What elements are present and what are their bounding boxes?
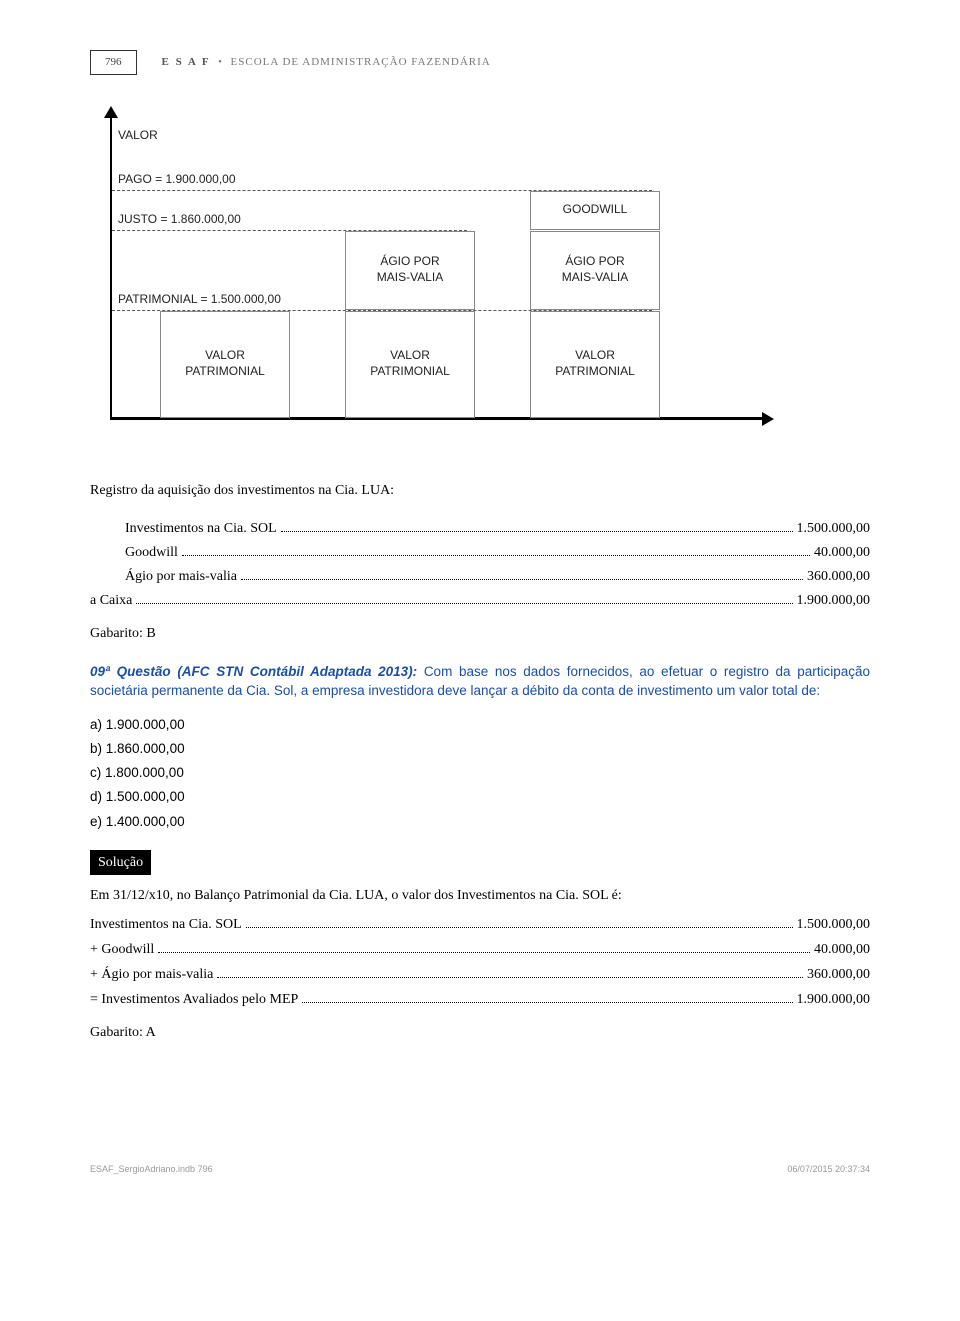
page-number-box: 796 [90, 50, 137, 75]
leader-dots [302, 1002, 792, 1003]
registro-row: Goodwill 40.000,00 [125, 542, 870, 563]
registro-caixa-row: a Caixa 1.900.000,00 [90, 590, 870, 611]
value-diagram: VALOR PAGO = 1.900.000,00 JUSTO = 1.860.… [90, 110, 770, 445]
row-label: Investimentos na Cia. SOL [125, 518, 277, 539]
options-list: a) 1.900.000,00 b) 1.860.000,00 c) 1.800… [90, 715, 870, 832]
leader-dots [281, 531, 793, 532]
solution-row: + Ágio por mais-valia 360.000,00 [90, 964, 870, 985]
header-subtitle: ESCOLA DE ADMINISTRAÇÃO FAZENDÁRIA [231, 56, 491, 68]
solution-row: Investimentos na Cia. SOL 1.500.000,00 [90, 914, 870, 935]
row-label: = Investimentos Avaliados pelo MEP [90, 989, 298, 1010]
question-title: 09ª Questão (AFC STN Contábil Adaptada 2… [90, 664, 417, 679]
label-pago: PAGO = 1.900.000,00 [118, 172, 236, 188]
axis-label-valor: VALOR [118, 128, 158, 144]
leader-dots [182, 555, 810, 556]
row-value: 40.000,00 [814, 939, 870, 960]
option-c: c) 1.800.000,00 [90, 763, 870, 783]
header-prefix: E S A F [162, 56, 211, 68]
option-d: d) 1.500.000,00 [90, 787, 870, 807]
col3-goodwill: GOODWILL [530, 191, 660, 230]
solution-row: = Investimentos Avaliados pelo MEP 1.900… [90, 989, 870, 1010]
row-value: 1.500.000,00 [797, 518, 871, 539]
y-axis [110, 110, 112, 420]
col2-valor-patrimonial: VALOR PATRIMONIAL [345, 311, 475, 418]
label-justo: JUSTO = 1.860.000,00 [118, 212, 241, 228]
row-value: 1.900.000,00 [797, 989, 871, 1010]
leader-dots [217, 977, 803, 978]
leader-dots [158, 952, 810, 953]
gabarito-b: Gabarito: B [90, 623, 870, 644]
solution-intro: Em 31/12/x10, no Balanço Patrimonial da … [90, 885, 870, 906]
footer-right: 06/07/2015 20:37:34 [787, 1163, 870, 1177]
row-value: 360.000,00 [807, 964, 870, 985]
row-label: a Caixa [90, 590, 132, 611]
solution-rows: Investimentos na Cia. SOL 1.500.000,00 +… [90, 914, 870, 1010]
row-label: Ágio por mais-valia [125, 566, 237, 587]
col3-valor-patrimonial: VALOR PATRIMONIAL [530, 311, 660, 418]
row-label: Goodwill [125, 542, 178, 563]
row-label: Investimentos na Cia. SOL [90, 914, 242, 935]
registro-rows: Investimentos na Cia. SOL 1.500.000,00 G… [125, 518, 870, 587]
y-axis-arrow-icon [104, 106, 118, 118]
registro-row: Investimentos na Cia. SOL 1.500.000,00 [125, 518, 870, 539]
x-axis-arrow-icon [762, 412, 774, 426]
label-patrimonial: PATRIMONIAL = 1.500.000,00 [118, 292, 281, 308]
question-block: 09ª Questão (AFC STN Contábil Adaptada 2… [90, 662, 870, 701]
row-value: 40.000,00 [814, 542, 870, 563]
col3-agio: ÁGIO POR MAIS-VALIA [530, 231, 660, 310]
col1-valor-patrimonial: VALOR PATRIMONIAL [160, 311, 290, 418]
row-value: 360.000,00 [807, 566, 870, 587]
leader-dots [136, 603, 792, 604]
row-value: 1.500.000,00 [797, 914, 871, 935]
solution-row: + Goodwill 40.000,00 [90, 939, 870, 960]
option-b: b) 1.860.000,00 [90, 739, 870, 759]
option-a: a) 1.900.000,00 [90, 715, 870, 735]
leader-dots [241, 579, 803, 580]
row-label: + Goodwill [90, 939, 154, 960]
footer-left: ESAF_SergioAdriano.indb 796 [90, 1163, 213, 1177]
solution-badge: Solução [90, 850, 151, 875]
col2-agio: ÁGIO POR MAIS-VALIA [345, 231, 475, 310]
page-header: 796 E S A F • ESCOLA DE ADMINISTRAÇÃO FA… [90, 50, 870, 75]
gabarito-a: Gabarito: A [90, 1022, 870, 1043]
page-header-title: E S A F • ESCOLA DE ADMINISTRAÇÃO FAZEND… [162, 54, 491, 71]
page-footer: ESAF_SergioAdriano.indb 796 06/07/2015 2… [90, 1163, 870, 1177]
registro-heading: Registro da aquisição dos investimentos … [90, 480, 870, 501]
row-value: 1.900.000,00 [797, 590, 871, 611]
row-label: + Ágio por mais-valia [90, 964, 213, 985]
leader-dots [246, 927, 793, 928]
option-e: e) 1.400.000,00 [90, 812, 870, 832]
registro-row: Ágio por mais-valia 360.000,00 [125, 566, 870, 587]
